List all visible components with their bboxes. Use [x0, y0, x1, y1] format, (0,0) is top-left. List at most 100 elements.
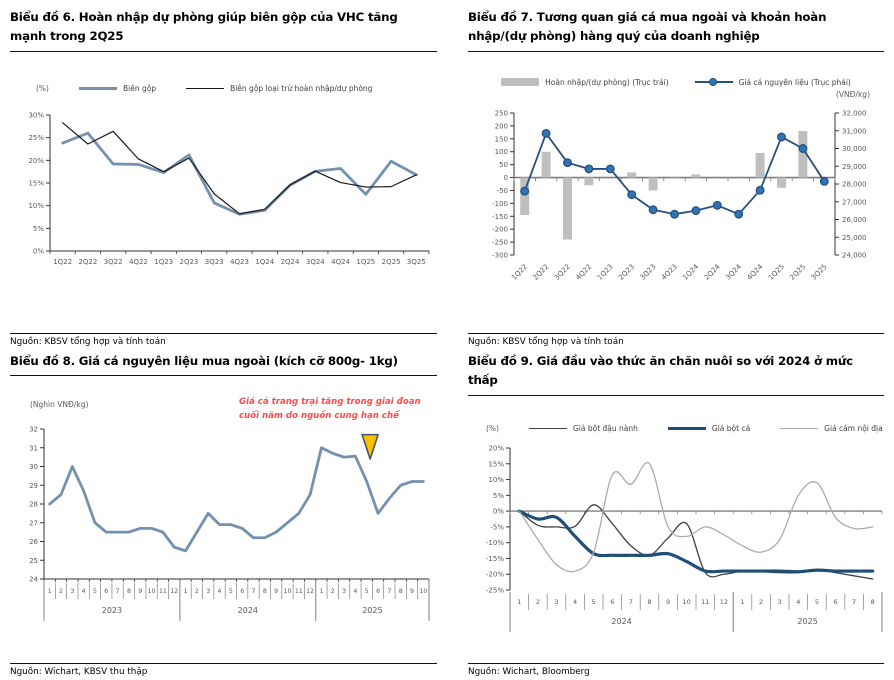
svg-text:12: 12: [306, 588, 314, 595]
svg-text:3Q23: 3Q23: [205, 258, 224, 266]
svg-text:3: 3: [778, 598, 782, 606]
svg-text:3: 3: [70, 588, 74, 595]
chart9-source: Nguồn: Wichart, Bloomberg: [468, 663, 884, 680]
svg-text:1: 1: [184, 588, 188, 595]
svg-text:-250: -250: [492, 238, 508, 246]
svg-text:0%: 0%: [493, 508, 504, 516]
line-swatch-icon: [528, 427, 567, 430]
chart6-unit-label: (%): [36, 83, 49, 93]
legend-item-bien-gop-loai-tru: Biên gộp loại trừ hoàn nhập/dự phòng: [186, 84, 372, 93]
svg-text:5: 5: [815, 598, 819, 606]
svg-text:2: 2: [195, 588, 199, 595]
svg-text:29: 29: [29, 482, 38, 490]
svg-text:-25%: -25%: [486, 586, 504, 594]
svg-text:12: 12: [170, 588, 178, 595]
svg-text:4Q23: 4Q23: [230, 258, 249, 266]
svg-text:4Q24: 4Q24: [331, 258, 350, 266]
legend-label: Giá cá nguyên liệu (Trục phải): [738, 77, 851, 87]
svg-text:5: 5: [592, 598, 596, 606]
svg-text:3Q23: 3Q23: [639, 263, 658, 282]
svg-text:28,000: 28,000: [842, 180, 867, 188]
svg-text:1Q23: 1Q23: [154, 258, 173, 266]
panel-chart7: Biểu đồ 7. Tương quan giá cá mua ngoài v…: [468, 8, 884, 352]
svg-text:26: 26: [29, 538, 38, 546]
svg-text:4Q24: 4Q24: [746, 262, 765, 281]
svg-text:24: 24: [29, 576, 38, 584]
svg-text:9: 9: [666, 598, 670, 606]
svg-text:4: 4: [353, 588, 357, 595]
svg-text:5: 5: [93, 588, 97, 595]
svg-text:3Q22: 3Q22: [104, 258, 123, 266]
svg-text:1Q22: 1Q22: [53, 258, 72, 266]
svg-text:7: 7: [852, 598, 856, 606]
svg-text:1Q22: 1Q22: [510, 263, 529, 282]
svg-text:27: 27: [29, 520, 38, 528]
chart6-plot: 0% 5% 10% 15% 20% 25% 30% 1Q22 2Q22 3Q22 4Q22 1Q23 2…: [10, 103, 437, 281]
svg-text:0: 0: [504, 174, 508, 182]
svg-text:10%: 10%: [488, 476, 504, 484]
svg-text:30: 30: [29, 463, 38, 471]
svg-text:28: 28: [29, 501, 38, 509]
svg-text:20%: 20%: [488, 444, 504, 452]
chart7-title: Biểu đồ 7. Tương quan giá cá mua ngoài v…: [468, 8, 884, 52]
panel-chart6: Biểu đồ 6. Hoàn nhập dự phòng giúp biên …: [10, 8, 437, 352]
bar-swatch-icon: [501, 78, 540, 87]
chart7-legend: Hoàn nhập/(dự phòng) (Trục trái) Giá cá …: [468, 78, 884, 87]
svg-text:2Q25: 2Q25: [382, 258, 401, 266]
svg-text:31,000: 31,000: [842, 127, 867, 135]
svg-text:11: 11: [295, 588, 303, 595]
svg-text:4Q22: 4Q22: [129, 258, 148, 266]
svg-text:3Q22: 3Q22: [553, 263, 572, 282]
svg-text:-5%: -5%: [490, 523, 504, 531]
chart6-legend: (%) Biên gộp Biên gộp loại trừ hoàn nhập…: [10, 84, 437, 93]
svg-text:3Q25: 3Q25: [810, 263, 829, 282]
svg-text:2025: 2025: [797, 617, 817, 626]
svg-text:5: 5: [229, 588, 233, 595]
svg-text:8: 8: [647, 598, 651, 606]
svg-text:6: 6: [376, 588, 380, 595]
svg-text:1Q25: 1Q25: [767, 263, 786, 282]
line-swatch-icon: [186, 87, 225, 90]
svg-text:1: 1: [319, 588, 323, 595]
chart8-plot: 24 25 26 27 28 29 30 31 32 1 2 3 4 5 6 7 8 9 10 11 12 2023 1 2 3…: [10, 413, 437, 641]
svg-text:10: 10: [419, 588, 427, 595]
svg-text:27,000: 27,000: [842, 198, 867, 206]
svg-text:9: 9: [138, 588, 142, 595]
svg-text:20%: 20%: [28, 157, 44, 165]
svg-text:10%: 10%: [28, 202, 44, 210]
svg-text:2Q22: 2Q22: [78, 258, 97, 266]
legend-label: Giá bột cá: [711, 423, 751, 433]
svg-text:32,000: 32,000: [842, 109, 867, 117]
svg-text:15%: 15%: [488, 460, 504, 468]
svg-text:11: 11: [159, 588, 167, 595]
chart9-unit-label: (%): [486, 423, 499, 433]
svg-text:2: 2: [59, 588, 63, 595]
svg-text:-300: -300: [492, 251, 508, 259]
chart7-right-unit-label: (VNĐ/kg): [835, 89, 870, 99]
svg-text:5: 5: [365, 588, 369, 595]
svg-text:12: 12: [720, 598, 728, 606]
svg-text:-10%: -10%: [486, 539, 504, 547]
line-swatch-icon: [667, 426, 706, 431]
svg-text:3Q24: 3Q24: [306, 258, 325, 266]
panel-chart9: Biểu đồ 9. Giá đầu vào thức ăn chăn nuôi…: [468, 352, 884, 680]
chart7-source: Nguồn: KBSV tổng hợp và tính toán: [468, 333, 884, 352]
svg-text:2Q25: 2Q25: [788, 263, 807, 282]
svg-text:3Q24: 3Q24: [724, 262, 743, 281]
chart9-legend: (%) Giá bột đậu nành Giá bột cá Giá cám …: [468, 424, 884, 433]
svg-text:1: 1: [517, 598, 521, 606]
svg-text:10: 10: [284, 588, 292, 595]
svg-text:2024: 2024: [238, 606, 258, 615]
svg-text:200: 200: [495, 122, 508, 130]
svg-text:24,000: 24,000: [842, 251, 867, 259]
svg-text:10: 10: [148, 588, 156, 595]
chart6-title: Biểu đồ 6. Hoàn nhập dự phòng giúp biên …: [10, 8, 437, 52]
svg-text:1: 1: [740, 598, 744, 606]
svg-text:6: 6: [833, 598, 837, 606]
line-marker-swatch-icon: [694, 78, 733, 87]
marker-dot-icon: [708, 78, 717, 87]
panel-chart8: Biểu đồ 8. Giá cá nguyên liệu mua ngoài …: [10, 352, 437, 680]
svg-text:8: 8: [263, 588, 267, 595]
svg-text:1Q23: 1Q23: [596, 263, 615, 282]
legend-label: Giá cám nội địa: [824, 423, 883, 433]
